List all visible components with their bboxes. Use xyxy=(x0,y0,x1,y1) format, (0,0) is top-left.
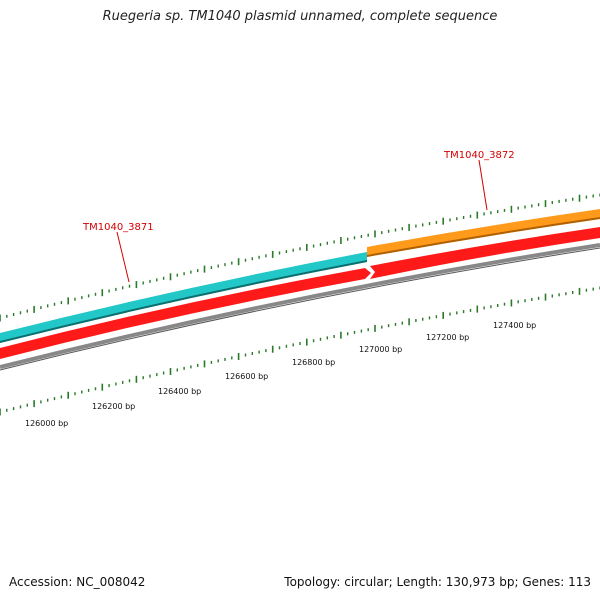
map-title: Ruegeria sp. TM1040 plasmid unnamed, com… xyxy=(102,9,498,24)
outer-tick-marks xyxy=(0,193,600,322)
gene-label-group-3872: TM1040_3872 xyxy=(443,150,515,211)
ruler-tick-marks xyxy=(0,286,600,416)
ruler-label: 126000 bp xyxy=(25,419,68,428)
ruler-label: 126200 bp xyxy=(92,402,135,411)
sequence-backbone-shadow xyxy=(0,247,600,371)
ruler-label: 126600 bp xyxy=(225,372,268,381)
label-leader-line xyxy=(478,159,488,211)
accession-text: Accession: NC_008042 xyxy=(9,575,146,589)
cds-arrow-tm1040-3872[interactable] xyxy=(370,227,600,279)
ruler-label: 127200 bp xyxy=(426,333,469,342)
ruler-label: 126400 bp xyxy=(158,387,201,396)
gene-band-tm1040-3871-edge xyxy=(0,260,367,343)
ruler-labels: 126000 bp 126200 bp 126400 bp 126600 bp … xyxy=(25,321,536,428)
ruler-label: 126800 bp xyxy=(292,358,335,367)
label-leader-line xyxy=(116,231,130,283)
gene-band-tm1040-3872-edge xyxy=(367,217,600,257)
gene-label-tm1040-3872[interactable]: TM1040_3872 xyxy=(443,150,515,161)
sequence-summary-text: Topology: circular; Length: 130,973 bp; … xyxy=(284,575,591,589)
ruler-label: 127000 bp xyxy=(359,345,402,354)
cds-arrow-tm1040-3871[interactable] xyxy=(0,268,371,359)
gene-label-group-3871: TM1040_3871 xyxy=(82,222,154,283)
sequence-backbone xyxy=(0,243,600,369)
gene-label-tm1040-3871[interactable]: TM1040_3871 xyxy=(82,222,154,233)
ruler-label: 127400 bp xyxy=(493,321,536,330)
